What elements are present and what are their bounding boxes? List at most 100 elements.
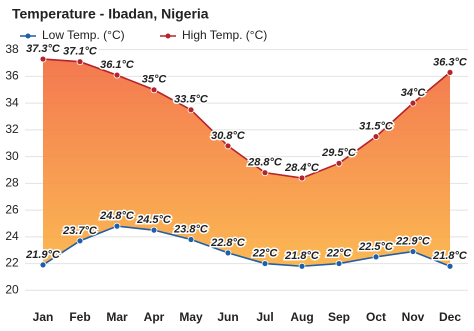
value-label: 29.5°C (321, 147, 357, 159)
value-label: 22.8°C (210, 237, 246, 249)
value-label-halo: 37.1°C (63, 46, 98, 58)
value-label: 35°C (142, 74, 168, 86)
chart-title: Temperature - Ibadan, Nigeria (12, 6, 209, 22)
y-tick-label: 34 (5, 95, 19, 109)
value-label-halo: 24.5°C (136, 214, 172, 226)
value-label: 24.8°C (99, 210, 135, 222)
value-label: 23.8°C (173, 223, 209, 235)
value-label: 28.4°C (284, 162, 320, 174)
value-label: 28.8°C (247, 157, 283, 169)
value-label-halo: 30.8°C (211, 130, 246, 142)
y-tick-label: 26 (5, 202, 19, 216)
point (298, 174, 306, 182)
value-label-halo: 22.5°C (358, 241, 394, 253)
value-label-halo: 36.1°C (100, 59, 135, 71)
value-label: 37.1°C (63, 46, 98, 58)
point (39, 261, 47, 269)
x-tick-label: Jun (217, 310, 238, 324)
value-label-halo: 22.8°C (210, 237, 246, 249)
point (409, 99, 417, 107)
point (39, 55, 47, 63)
value-label: 23.7°C (62, 225, 98, 237)
legend-marker (165, 33, 171, 39)
value-label-halo: 21.8°C (284, 250, 320, 262)
value-label: 31.5°C (359, 120, 394, 132)
y-tick-label: 28 (5, 176, 19, 190)
value-label-halo: 36.3°C (433, 56, 468, 68)
value-label-halo: 35°C (142, 74, 168, 86)
value-label-halo: 28.4°C (284, 162, 320, 174)
y-tick-label: 22 (5, 256, 19, 270)
value-label: 24.5°C (136, 214, 172, 226)
value-label-halo: 22.9°C (395, 235, 431, 247)
x-tick-label: Jan (33, 310, 54, 324)
point (113, 71, 121, 79)
value-label: 21.8°C (284, 250, 320, 262)
x-tick-label: Mar (106, 310, 128, 324)
point (446, 262, 454, 270)
point (446, 69, 454, 76)
value-label: 22.5°C (358, 241, 394, 253)
point (150, 226, 158, 234)
point (261, 260, 269, 267)
value-label: 36.1°C (100, 59, 135, 71)
x-tick-label: Oct (366, 310, 386, 324)
value-label-halo: 21.8°C (432, 250, 468, 262)
x-tick-label: Aug (290, 310, 313, 324)
point (187, 236, 195, 243)
y-tick-label: 38 (5, 42, 19, 56)
point (224, 249, 232, 257)
legend-label: Low Temp. (°C) (42, 28, 125, 42)
value-label-halo: 22°C (252, 247, 279, 259)
legend-label: High Temp. (°C) (182, 28, 267, 42)
value-label: 22°C (252, 247, 279, 259)
point (409, 248, 417, 255)
series-line (42, 58, 451, 179)
x-tick-label: Jul (256, 310, 273, 324)
value-label: 22°C (326, 247, 353, 259)
value-label-halo: 34°C (401, 87, 427, 99)
point (298, 262, 306, 270)
point (335, 260, 343, 267)
y-tick-label: 30 (5, 149, 19, 163)
value-label: 21.8°C (432, 250, 468, 262)
value-label-halo: 37.3°C (26, 43, 61, 55)
point (261, 169, 269, 177)
value-label-halo: 22°C (326, 247, 353, 259)
y-tick-label: 24 (5, 229, 19, 243)
point (76, 58, 84, 66)
point (150, 86, 158, 94)
point (76, 237, 84, 245)
y-tick-label: 32 (5, 122, 19, 136)
range-area (43, 59, 450, 267)
value-label: 30.8°C (211, 130, 246, 142)
point (372, 133, 380, 140)
x-tick-label: May (179, 310, 203, 324)
value-label: 22.9°C (395, 235, 431, 247)
x-tick-label: Dec (439, 310, 461, 324)
value-label-halo: 31.5°C (359, 120, 394, 132)
value-label: 36.3°C (433, 56, 468, 68)
point (335, 159, 343, 167)
x-tick-label: Feb (69, 310, 90, 324)
value-label-halo: 21.9°C (25, 249, 61, 261)
value-label: 37.3°C (26, 43, 61, 55)
value-label-halo: 28.8°C (247, 157, 283, 169)
value-label-halo: 24.8°C (99, 210, 135, 222)
point (113, 222, 121, 230)
point (372, 253, 380, 261)
value-label: 34°C (401, 87, 427, 99)
value-label: 33.5°C (174, 94, 209, 106)
x-tick-label: Nov (402, 310, 425, 324)
value-label-halo: 23.7°C (62, 225, 98, 237)
value-label-halo: 33.5°C (174, 94, 209, 106)
legend-marker (25, 33, 31, 39)
x-tick-label: Apr (144, 310, 165, 324)
y-tick-label: 36 (5, 69, 19, 83)
value-label-halo: 29.5°C (321, 147, 357, 159)
x-tick-label: Sep (328, 310, 350, 324)
value-label: 21.9°C (25, 249, 61, 261)
value-label-halo: 23.8°C (173, 223, 209, 235)
y-tick-label: 20 (5, 282, 19, 296)
